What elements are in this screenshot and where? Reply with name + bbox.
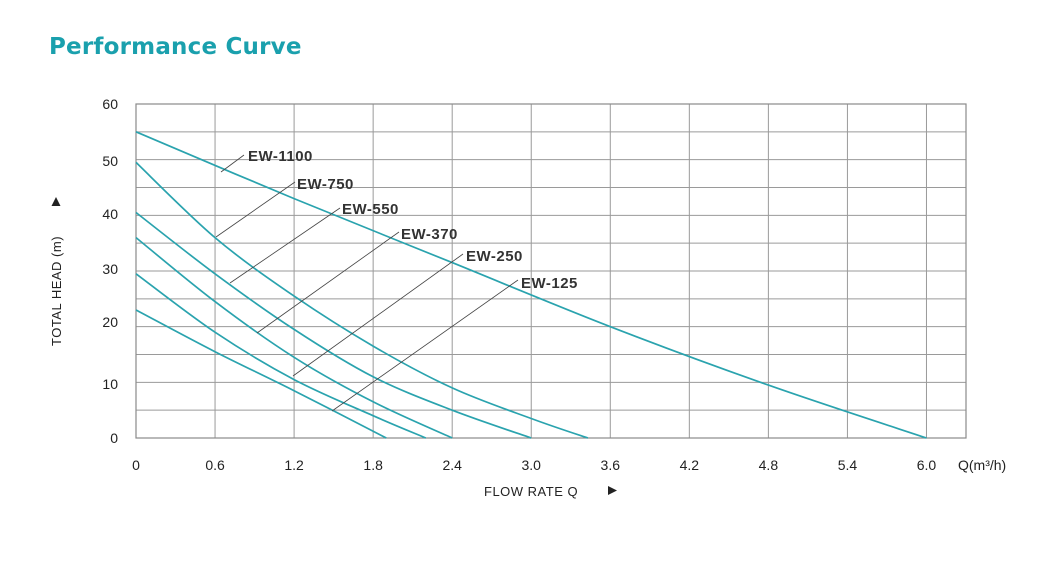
y-tick-label: 60	[102, 96, 118, 112]
x-tick-label: 5.4	[838, 457, 858, 473]
curve-label-ew-370: EW-370	[401, 226, 458, 243]
curve-ew-370	[135, 236, 453, 439]
label-leaders	[215, 154, 519, 412]
curve-label-ew-250: EW-250	[466, 248, 523, 265]
x-tick-label: 0.6	[205, 457, 225, 473]
x-tick-label: 6.0	[917, 457, 937, 473]
x-axis-unit: Q(m³/h)	[958, 457, 1006, 473]
x-tick-label: 2.4	[442, 457, 462, 473]
x-axis-label: FLOW RATE Q	[484, 484, 578, 499]
y-tick-label: 50	[102, 153, 118, 169]
y-tick-label: 40	[102, 206, 118, 222]
y-tick-label: 20	[102, 314, 118, 330]
leader-line	[331, 279, 519, 412]
x-tick-label: 3.0	[522, 457, 542, 473]
x-axis-arrow-icon	[608, 486, 617, 495]
leader-line	[229, 207, 341, 284]
x-tick-label: 4.2	[680, 457, 700, 473]
curve-label-ew-125: EW-125	[521, 275, 578, 292]
curves	[135, 131, 927, 439]
curve-ew-250	[135, 273, 427, 439]
leader-line	[256, 231, 400, 334]
curve-ew-1100	[135, 131, 927, 439]
curve-label-ew-550: EW-550	[342, 201, 399, 218]
x-tick-label: 1.2	[284, 457, 304, 473]
y-tick-label: 0	[110, 430, 118, 446]
curve-ew-125	[135, 309, 387, 439]
curve-ew-750	[135, 161, 589, 439]
curve-ew-550	[135, 211, 532, 439]
y-axis-arrow-icon	[51, 197, 61, 206]
x-tick-label: 4.8	[759, 457, 779, 473]
x-tick-label: 3.6	[601, 457, 621, 473]
curve-label-ew-750: EW-750	[297, 176, 354, 193]
tick-labels: 0 0.6 1.2 1.8 2.4 3.0 3.6 4.2 4.8 5.4 6.0 0 10 20 30 40…	[102, 96, 936, 473]
leader-line	[215, 181, 296, 238]
curve-label-ew-1100: EW-1100	[248, 148, 313, 165]
leader-line	[292, 253, 464, 377]
y-axis-label: TOTAL HEAD (m)	[49, 236, 64, 346]
plot-frame	[135, 103, 967, 439]
grid	[135, 103, 967, 439]
y-tick-label: 10	[102, 376, 118, 392]
x-tick-label: 1.8	[363, 457, 383, 473]
y-tick-label: 30	[102, 261, 118, 277]
x-tick-label: 0	[132, 457, 140, 473]
leader-line	[220, 154, 245, 173]
page-title: Performance Curve	[49, 34, 302, 60]
